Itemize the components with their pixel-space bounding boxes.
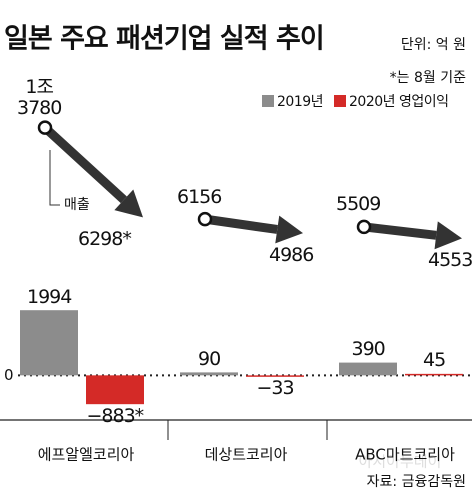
category-label: 에프알엘코리아 [38,446,135,464]
bar [246,375,304,377]
bar [339,362,397,376]
bar-value-label: 1994 [27,285,72,308]
arrow-head [434,221,462,250]
sales-arrow [363,222,437,240]
start-label: 1조 3780 [17,75,62,119]
note: *는 8월 기준 [390,70,466,86]
bar-value-label: −883* [86,404,145,427]
sales-arrow [204,214,278,234]
bar-value-label: 390 [351,338,386,361]
bar [180,372,238,376]
end-label: 6298* [78,227,132,250]
unit: 단위: 억 원 [401,37,466,53]
bar-value-label: 90 [198,347,221,370]
legend-swatch [262,95,274,107]
bracket [49,150,60,206]
sales-arrow [41,124,127,204]
category-label: 데상트코리아 [205,446,288,464]
bar [405,373,463,376]
bar-value-label: −33 [256,376,295,399]
end-label: 4553 [428,248,472,271]
category-label: ABC마트코리아 [355,446,455,464]
watermark: 아시아투데이 [359,453,442,471]
start-label: 5509 [336,193,381,216]
start-marker [37,120,53,135]
source: 자료: 금융감독원 [367,474,466,490]
arrow-head [114,189,143,218]
start-label: 6156 [177,185,222,208]
y-tick-label: 0 [4,366,14,384]
legend-label: 2020년 영업이익 [349,94,448,110]
end-label: 4986 [269,243,314,266]
start-marker [197,211,213,227]
bar [86,375,144,405]
bar [20,310,78,376]
legend-swatch [334,95,346,107]
title: 일본 주요 패션기업 실적 추이 [4,24,324,55]
start-marker [356,219,372,235]
legend-label: 2019년 [277,94,323,110]
bar-value-label: 45 [423,349,446,372]
series-label: 매출 [64,197,90,213]
arrow-head [275,215,303,244]
